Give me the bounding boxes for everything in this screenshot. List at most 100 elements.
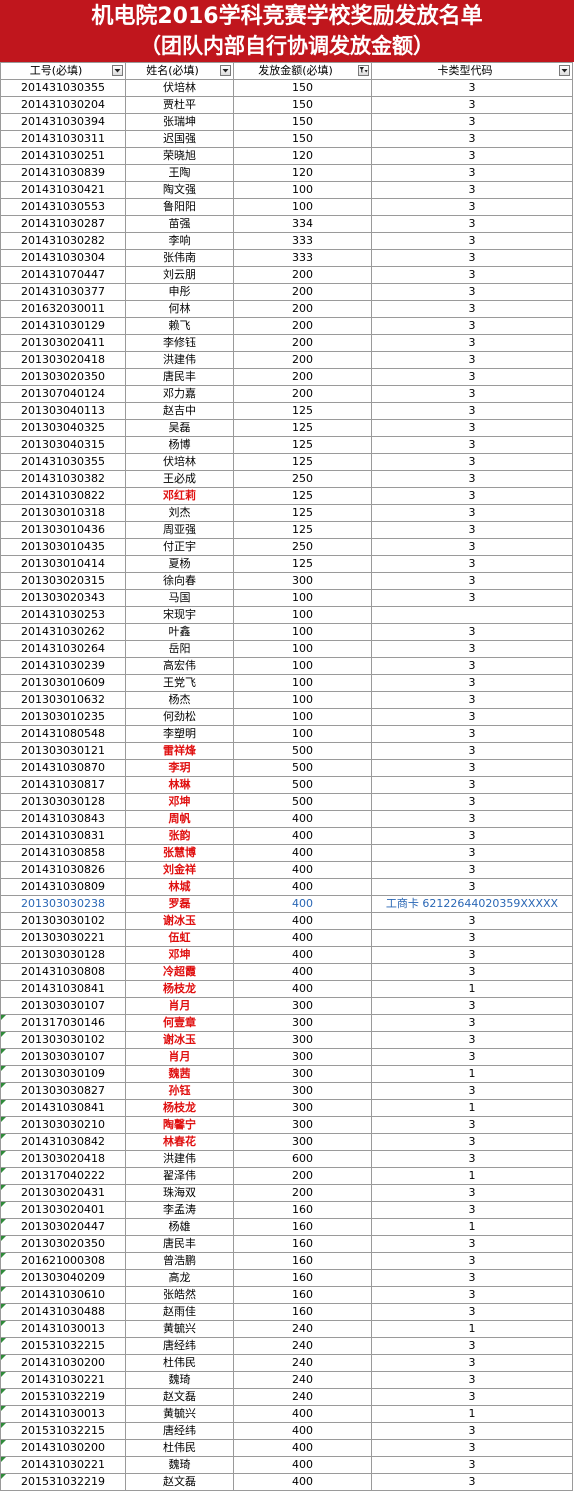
filter-dropdown-icon[interactable] xyxy=(112,65,123,76)
id-cell[interactable]: 201431030831 xyxy=(0,827,126,845)
id-cell[interactable]: 201431030287 xyxy=(0,215,126,233)
id-cell[interactable]: 201303030107 xyxy=(0,997,126,1015)
amount-cell[interactable]: 100 xyxy=(233,589,372,607)
code-cell[interactable]: 3 xyxy=(371,827,573,845)
name-cell[interactable]: 陶馨宁 xyxy=(125,1116,234,1134)
amount-cell[interactable]: 125 xyxy=(233,402,372,420)
amount-cell[interactable]: 300 xyxy=(233,1099,372,1117)
id-cell[interactable]: 201431030311 xyxy=(0,130,126,148)
id-cell[interactable]: 201303010435 xyxy=(0,538,126,556)
code-cell[interactable]: 3 xyxy=(371,385,573,403)
name-cell[interactable]: 张瑞坤 xyxy=(125,113,234,131)
code-cell[interactable]: 3 xyxy=(371,1116,573,1134)
name-cell[interactable]: 刘云朋 xyxy=(125,266,234,284)
name-cell[interactable]: 唐民丰 xyxy=(125,1235,234,1253)
code-cell[interactable]: 1 xyxy=(371,1405,573,1423)
code-cell[interactable]: 3 xyxy=(371,436,573,454)
name-cell[interactable]: 魏琦 xyxy=(125,1456,234,1474)
name-cell[interactable]: 唐经纬 xyxy=(125,1337,234,1355)
name-cell[interactable]: 宋现宇 xyxy=(125,606,234,624)
id-cell[interactable]: 201431030013 xyxy=(0,1405,126,1423)
amount-cell[interactable]: 160 xyxy=(233,1235,372,1253)
code-cell[interactable]: 3 xyxy=(371,861,573,879)
id-cell[interactable]: 201317040222 xyxy=(0,1167,126,1185)
id-cell[interactable]: 201431030842 xyxy=(0,1133,126,1151)
code-cell[interactable]: 3 xyxy=(371,912,573,930)
code-cell[interactable]: 3 xyxy=(371,79,573,97)
id-cell[interactable]: 201303010436 xyxy=(0,521,126,539)
id-cell[interactable]: 201303030102 xyxy=(0,1031,126,1049)
id-cell[interactable]: 201303010414 xyxy=(0,555,126,573)
code-cell[interactable]: 3 xyxy=(371,589,573,607)
id-cell[interactable]: 201303030109 xyxy=(0,1065,126,1083)
id-cell[interactable]: 201431030610 xyxy=(0,1286,126,1304)
amount-cell[interactable]: 500 xyxy=(233,759,372,777)
name-cell[interactable]: 赵文磊 xyxy=(125,1388,234,1406)
code-cell[interactable]: 3 xyxy=(371,555,573,573)
amount-cell[interactable]: 400 xyxy=(233,844,372,862)
amount-cell[interactable]: 300 xyxy=(233,1133,372,1151)
code-cell[interactable]: 3 xyxy=(371,113,573,131)
amount-cell[interactable]: 200 xyxy=(233,317,372,335)
name-cell[interactable]: 叶鑫 xyxy=(125,623,234,641)
code-cell[interactable]: 3 xyxy=(371,283,573,301)
id-cell[interactable]: 201431030200 xyxy=(0,1439,126,1457)
id-cell[interactable]: 201303040209 xyxy=(0,1269,126,1287)
name-cell[interactable]: 邓坤 xyxy=(125,793,234,811)
id-cell[interactable]: 201431030421 xyxy=(0,181,126,199)
amount-cell[interactable]: 100 xyxy=(233,708,372,726)
code-cell[interactable]: 3 xyxy=(371,130,573,148)
amount-cell[interactable]: 125 xyxy=(233,504,372,522)
id-cell[interactable]: 201303030128 xyxy=(0,946,126,964)
id-cell[interactable]: 201431030858 xyxy=(0,844,126,862)
name-cell[interactable]: 张慧博 xyxy=(125,844,234,862)
name-cell[interactable]: 罗磊 xyxy=(125,895,234,913)
id-cell[interactable]: 201431030839 xyxy=(0,164,126,182)
amount-cell[interactable]: 125 xyxy=(233,555,372,573)
name-cell[interactable]: 吴磊 xyxy=(125,419,234,437)
id-cell[interactable]: 201303020418 xyxy=(0,1150,126,1168)
amount-cell[interactable]: 240 xyxy=(233,1388,372,1406)
amount-cell[interactable]: 200 xyxy=(233,385,372,403)
name-cell[interactable]: 王必成 xyxy=(125,470,234,488)
code-cell[interactable]: 3 xyxy=(371,1184,573,1202)
amount-cell[interactable]: 400 xyxy=(233,980,372,998)
amount-cell[interactable]: 100 xyxy=(233,623,372,641)
code-cell[interactable]: 1 xyxy=(371,1167,573,1185)
amount-cell[interactable]: 100 xyxy=(233,674,372,692)
code-cell[interactable]: 3 xyxy=(371,776,573,794)
name-cell[interactable]: 曾浩鹏 xyxy=(125,1252,234,1270)
amount-cell[interactable]: 160 xyxy=(233,1269,372,1287)
amount-cell[interactable]: 120 xyxy=(233,164,372,182)
id-cell[interactable]: 201431030394 xyxy=(0,113,126,131)
amount-cell[interactable]: 500 xyxy=(233,776,372,794)
id-cell[interactable]: 201431030809 xyxy=(0,878,126,896)
id-cell[interactable]: 201303040113 xyxy=(0,402,126,420)
code-cell[interactable]: 3 xyxy=(371,232,573,250)
filter-active-icon[interactable] xyxy=(358,65,369,76)
amount-cell[interactable]: 200 xyxy=(233,266,372,284)
amount-cell[interactable]: 150 xyxy=(233,79,372,97)
amount-cell[interactable]: 333 xyxy=(233,249,372,267)
code-cell[interactable]: 1 xyxy=(371,1065,573,1083)
name-cell[interactable]: 伍虹 xyxy=(125,929,234,947)
name-cell[interactable]: 杨枝龙 xyxy=(125,980,234,998)
amount-cell[interactable]: 400 xyxy=(233,1439,372,1457)
id-cell[interactable]: 201431030221 xyxy=(0,1371,126,1389)
code-cell[interactable]: 3 xyxy=(371,334,573,352)
code-cell[interactable]: 3 xyxy=(371,997,573,1015)
amount-cell[interactable]: 200 xyxy=(233,283,372,301)
name-cell[interactable]: 赵文磊 xyxy=(125,1473,234,1491)
amount-cell[interactable]: 240 xyxy=(233,1354,372,1372)
id-cell[interactable]: 201303040325 xyxy=(0,419,126,437)
id-cell[interactable]: 201303020343 xyxy=(0,589,126,607)
id-cell[interactable]: 201431030808 xyxy=(0,963,126,981)
name-cell[interactable]: 迟国强 xyxy=(125,130,234,148)
amount-cell[interactable]: 100 xyxy=(233,640,372,658)
amount-cell[interactable]: 125 xyxy=(233,487,372,505)
id-cell[interactable]: 201431030129 xyxy=(0,317,126,335)
name-cell[interactable]: 何林 xyxy=(125,300,234,318)
code-cell[interactable]: 3 xyxy=(371,1269,573,1287)
name-cell[interactable]: 赖飞 xyxy=(125,317,234,335)
name-cell[interactable]: 贾杜平 xyxy=(125,96,234,114)
